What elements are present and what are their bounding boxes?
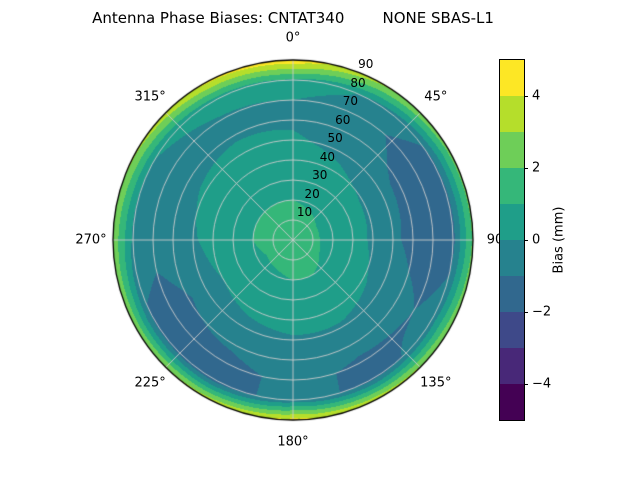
radial-tick-label: 10 <box>296 205 313 220</box>
colorbar-tick-label: 0 <box>532 232 541 248</box>
radial-tick-label: 90 <box>358 57 374 72</box>
radial-tick-label: 80 <box>350 75 366 90</box>
radial-tick-label: 50 <box>327 131 343 146</box>
colorbar-band <box>500 168 524 204</box>
colorbar-band <box>500 204 524 240</box>
azimuth-tick-label: 135° <box>420 375 452 391</box>
colorbar <box>500 60 524 420</box>
azimuth-tick-label: 0° <box>285 30 301 46</box>
colorbar-band <box>500 384 524 420</box>
radial-tick-label: 40 <box>319 149 336 164</box>
colorbar-band <box>500 132 524 168</box>
azimuth-tick-label: 180° <box>277 434 309 450</box>
polar-contour-plot <box>109 56 477 424</box>
azimuth-tick-label: 270° <box>75 232 107 248</box>
colorbar-tick-mark <box>524 168 528 169</box>
colorbar-tick-label: −2 <box>532 304 552 320</box>
azimuth-tick-label: 315° <box>134 89 166 105</box>
colorbar-band <box>500 348 524 384</box>
colorbar-band <box>500 96 524 132</box>
colorbar-tick-label: −4 <box>532 376 552 392</box>
chart-title: Antenna Phase Biases: CNTAT340 NONE SBAS… <box>92 9 494 27</box>
azimuth-tick-label: 45° <box>424 89 448 105</box>
colorbar-tick-label: 2 <box>532 160 541 176</box>
colorbar-tick-mark <box>524 312 528 313</box>
radial-tick-label: 70 <box>342 94 359 109</box>
azimuth-tick-label: 225° <box>134 375 166 391</box>
colorbar-axis-label: Bias (mm) <box>551 206 567 274</box>
colorbar-band <box>500 240 524 276</box>
colorbar-tick-mark <box>524 96 528 97</box>
colorbar-tick-mark <box>524 240 528 241</box>
colorbar-tick-mark <box>524 384 528 385</box>
radial-tick-label: 20 <box>304 186 320 201</box>
colorbar-band <box>500 60 524 96</box>
colorbar-tick-label: 4 <box>532 88 541 104</box>
radial-tick-label: 60 <box>335 112 351 127</box>
colorbar-band <box>500 312 524 348</box>
colorbar-band <box>500 276 524 312</box>
radial-tick-label: 30 <box>312 168 328 183</box>
